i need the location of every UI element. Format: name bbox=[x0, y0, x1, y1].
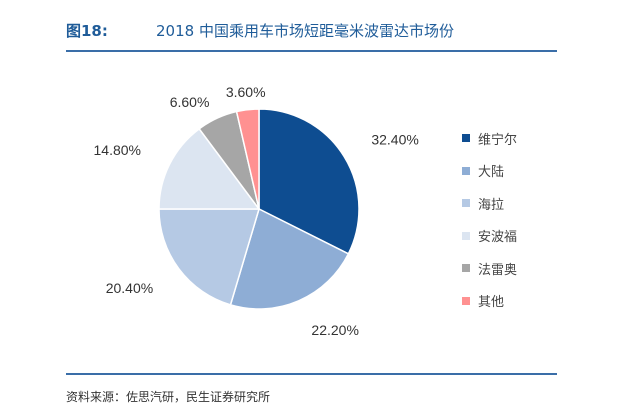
data-label-4: 6.60% bbox=[170, 94, 210, 110]
data-label-5: 3.60% bbox=[226, 84, 266, 100]
legend-item-4: 法雷奥 bbox=[462, 252, 517, 285]
top-divider bbox=[66, 50, 557, 52]
legend-swatch bbox=[462, 231, 470, 240]
bottom-divider bbox=[66, 373, 557, 375]
legend-swatch bbox=[462, 134, 470, 143]
legend-label: 海拉 bbox=[478, 197, 505, 213]
data-label-3: 14.80% bbox=[94, 142, 141, 158]
chart-title: 图18: 2018 中国乘用车市场短距毫米波雷达市场份 bbox=[66, 20, 454, 41]
pie-slice-0 bbox=[258, 108, 360, 255]
pie-slice-1 bbox=[229, 207, 350, 310]
legend-swatch bbox=[462, 296, 470, 305]
legend-label: 法雷奥 bbox=[478, 262, 518, 278]
legend-label: 大陆 bbox=[478, 165, 505, 181]
legend-item-2: 海拉 bbox=[462, 187, 517, 220]
data-label-1: 22.20% bbox=[311, 322, 358, 338]
legend-swatch bbox=[462, 166, 470, 175]
pie-slice-3 bbox=[158, 127, 261, 210]
legend-item-0: 维宁尔 bbox=[462, 122, 517, 155]
pie-slice-2 bbox=[158, 208, 261, 306]
legend-swatch bbox=[462, 264, 470, 273]
pie-slice-5 bbox=[235, 108, 260, 210]
data-label-2: 20.40% bbox=[106, 280, 153, 296]
source-note: 资料来源：佐思汽研，民生证券研究所 bbox=[66, 390, 271, 404]
legend: 维宁尔大陆海拉安波福法雷奥其他 bbox=[462, 122, 517, 317]
legend-item-5: 其他 bbox=[462, 285, 517, 318]
title-text: 2018 中国乘用车市场短距毫米波雷达市场份 bbox=[156, 22, 454, 40]
legend-label: 安波福 bbox=[478, 230, 518, 246]
legend-label: 其他 bbox=[478, 295, 505, 311]
legend-item-1: 大陆 bbox=[462, 155, 517, 188]
legend-swatch bbox=[462, 199, 470, 208]
figure-label: 图18: bbox=[66, 22, 108, 40]
data-label-0: 32.40% bbox=[371, 132, 418, 148]
legend-item-3: 安波福 bbox=[462, 220, 517, 253]
legend-label: 维宁尔 bbox=[478, 132, 518, 148]
